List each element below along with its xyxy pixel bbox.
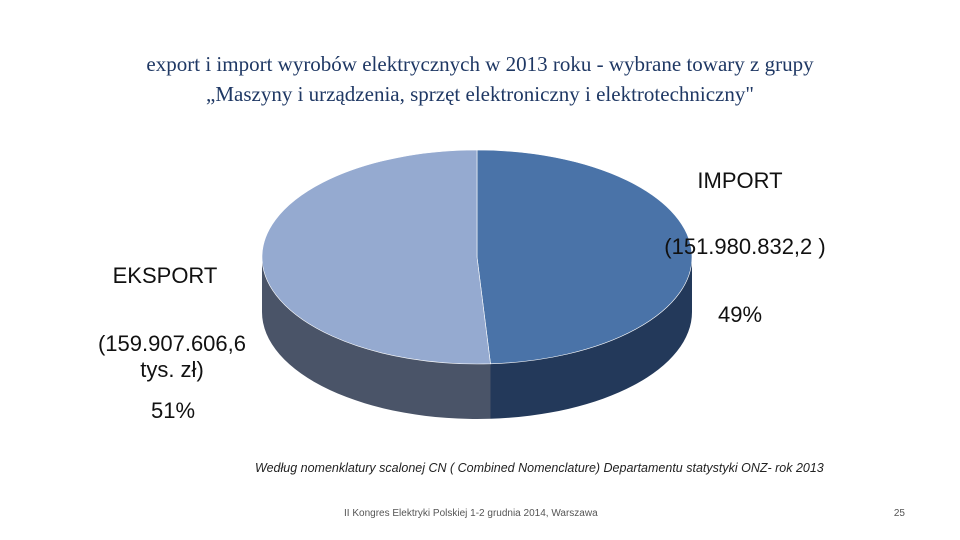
value-label: 49% — [717, 302, 763, 327]
slice-label: EKSPORT — [112, 263, 218, 288]
chart-title: export i import wyrobów elektrycznych w … — [146, 52, 814, 76]
slice — [261, 149, 491, 365]
slice-side — [262, 257, 491, 419]
slice — [476, 149, 693, 365]
footer-text: II Kongres Elektryki Polskiej 1-2 grudni… — [344, 508, 598, 519]
amount-label: (151.980.832,2 ) — [664, 234, 826, 259]
slice-label: IMPORT — [697, 168, 783, 193]
amount-label: (159.907.606,6 tys. zł) — [97, 331, 247, 382]
page-number: 25 — [893, 508, 905, 519]
value-label: 51% — [150, 398, 196, 423]
chart-subtitle: „Maszyny i urządzenia, sprzęt elektronic… — [206, 82, 754, 106]
note: Według nomenklatury scalonej CN ( Combin… — [255, 461, 824, 475]
slice-side — [490, 257, 692, 419]
